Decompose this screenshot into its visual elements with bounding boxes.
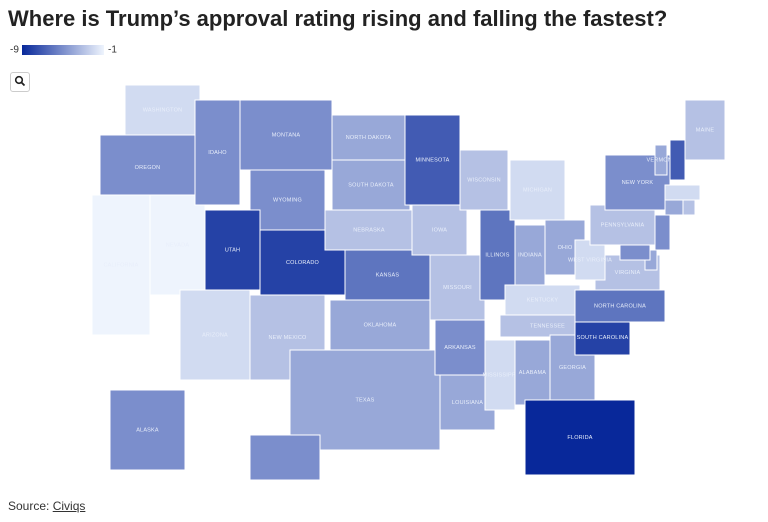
legend-max: -1 — [108, 45, 117, 56]
state — [179, 289, 251, 381]
search-icon — [14, 75, 26, 86]
state — [619, 244, 651, 261]
state — [684, 99, 726, 161]
state — [459, 149, 509, 211]
state-label: NEBRASKA — [353, 227, 385, 233]
state-label: GEORGIA — [559, 365, 586, 371]
state — [484, 339, 516, 411]
state-label: TENNESSEE — [530, 323, 565, 329]
state-label: LOUISIANA — [452, 400, 483, 406]
state — [109, 389, 186, 471]
state-label: CALIFORNIA — [103, 262, 138, 268]
state — [654, 214, 671, 251]
legend: -9 -1 — [10, 45, 117, 56]
state-label: COLORADO — [286, 260, 320, 266]
state-label: NORTH CAROLINA — [594, 303, 646, 309]
state-label: INDIANA — [518, 252, 542, 258]
legend-min: -9 — [10, 45, 19, 56]
state-label: OHIO — [558, 245, 573, 251]
state — [514, 339, 551, 406]
state — [664, 199, 684, 216]
state — [664, 184, 701, 201]
state — [654, 144, 668, 176]
state-label: ALASKA — [136, 427, 159, 433]
state-label: NEW MEXICO — [268, 335, 307, 341]
state-label: MISSOURI — [443, 285, 472, 291]
state-label: KENTUCKY — [527, 297, 559, 303]
state-label: ARIZONA — [202, 332, 228, 338]
state-label: OREGON — [135, 165, 161, 171]
state-label: VERMONT — [647, 157, 676, 163]
state-label: SOUTH CAROLINA — [577, 335, 629, 341]
state — [504, 284, 581, 316]
state — [574, 239, 606, 281]
state — [324, 209, 414, 251]
state — [331, 159, 411, 211]
title: Where is Trump’s approval rating rising … — [8, 6, 668, 31]
state-label: MICHIGAN — [523, 187, 552, 193]
state-label: WYOMING — [273, 197, 302, 203]
state — [249, 169, 326, 231]
state-label: PENNSYLVANIA — [601, 222, 645, 228]
state-label: NEVADA — [166, 242, 190, 248]
state-label: IOWA — [432, 227, 447, 233]
search-button[interactable] — [10, 72, 30, 92]
state — [404, 114, 461, 206]
state — [124, 84, 201, 136]
state — [669, 139, 686, 181]
state-label: NORTH DAKOTA — [346, 135, 392, 141]
state — [524, 399, 636, 476]
state-label: WEST VIRGINIA — [568, 257, 612, 263]
state — [289, 349, 441, 451]
state — [514, 224, 546, 286]
state-label: KANSAS — [376, 272, 400, 278]
state — [682, 199, 696, 216]
state-label: MINNESOTA — [415, 157, 449, 163]
state-label: SOUTH DAKOTA — [348, 182, 394, 188]
state — [204, 209, 261, 291]
state-label: IDAHO — [208, 150, 227, 156]
state — [574, 319, 631, 356]
source-link[interactable]: Civiqs — [52, 499, 86, 513]
state-label: NEW YORK — [622, 180, 654, 186]
state-label: FLORIDA — [567, 435, 592, 441]
state-label: ARKANSAS — [444, 345, 476, 351]
state-label: MAINE — [696, 127, 715, 133]
state-label: TEXAS — [355, 397, 374, 403]
state-label: ALABAMA — [519, 370, 547, 376]
state-label: WASHINGTON — [143, 107, 183, 113]
state-label: ILLINOIS — [485, 252, 509, 258]
state-label: VIRGINIA — [615, 270, 641, 276]
state-label: WISCONSIN — [467, 177, 501, 183]
state — [194, 99, 241, 206]
legend-bar — [22, 45, 104, 55]
state — [331, 114, 406, 161]
source-label: Source: — [8, 499, 50, 513]
state-label: UTAH — [225, 247, 240, 253]
state — [509, 159, 566, 221]
state-label: OKLAHOMA — [364, 322, 397, 328]
map: WASHINGTON OREGON CALIFORNIA NEVADA IDAHO MON… — [91, 84, 726, 481]
source: Source: Civiqs — [8, 499, 85, 513]
state-label: MONTANA — [272, 132, 301, 138]
state — [249, 434, 321, 481]
state-label: MISSISSIPPI — [483, 372, 518, 378]
state — [574, 289, 666, 323]
